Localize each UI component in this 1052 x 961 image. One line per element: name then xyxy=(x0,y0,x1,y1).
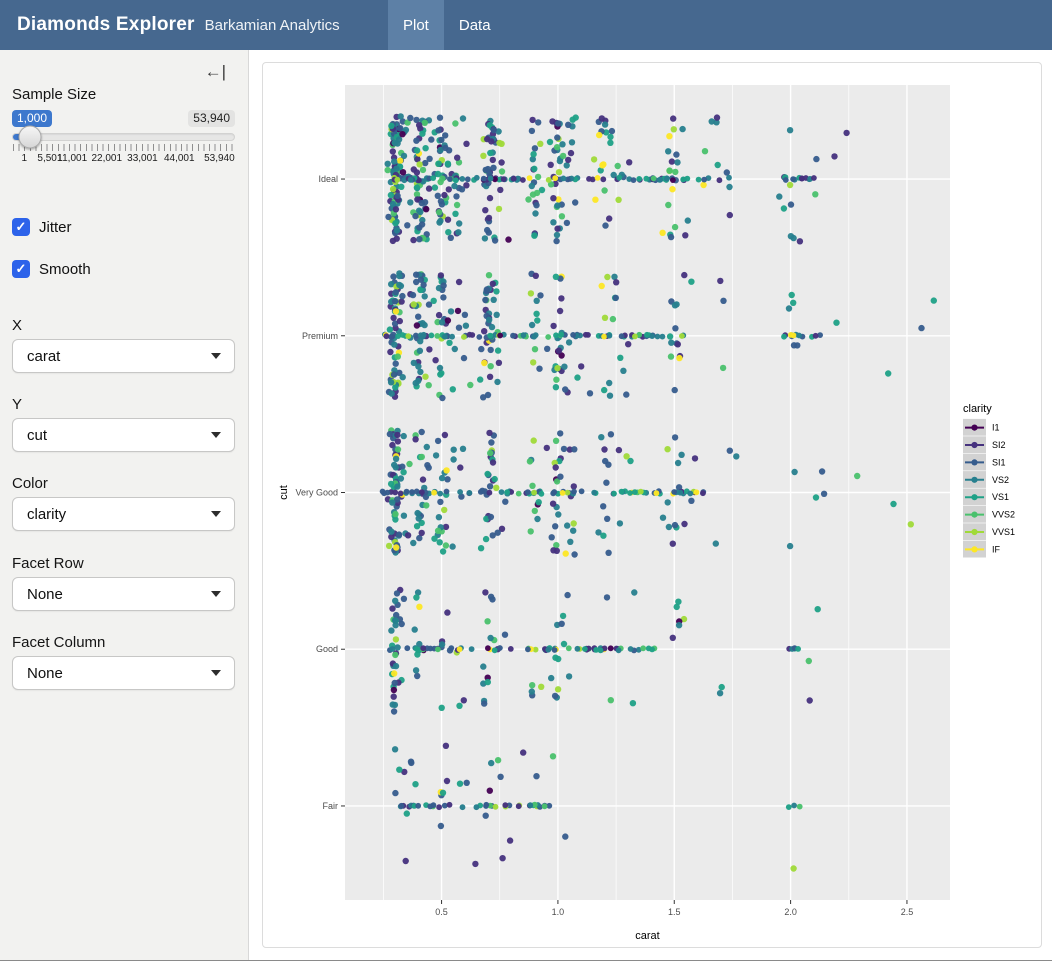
main-content: 0.5 1.0 1.5 2.0 2.5 carat Fair Good Very Good Pre… xyxy=(249,50,1052,960)
legend-key: SI2 xyxy=(963,436,1006,454)
slider-max-badge: 53,940 xyxy=(188,110,235,127)
slider-tick-marks xyxy=(13,144,234,151)
svg-text:VS2: VS2 xyxy=(992,475,1009,485)
x-axis-title: carat xyxy=(635,930,659,942)
brand: Diamonds Explorer Barkamian Analytics xyxy=(0,0,388,50)
smooth-lines xyxy=(379,174,823,811)
app-title: Diamonds Explorer xyxy=(17,14,195,35)
chevron-down-icon xyxy=(211,432,221,438)
legend-key: VS2 xyxy=(963,471,1009,488)
y-variable-field: Y cut xyxy=(12,396,235,452)
svg-text:1.5: 1.5 xyxy=(668,907,681,917)
slider-tick-label: 53,940 xyxy=(204,153,235,164)
color-select[interactable]: clarity xyxy=(12,497,235,531)
slider-track[interactable] xyxy=(12,125,235,149)
tab-data[interactable]: Data xyxy=(458,16,491,34)
jitter-checkbox[interactable]: Jitter xyxy=(12,218,235,236)
slider-tick-label: 44,001 xyxy=(163,153,195,164)
svg-text:1.0: 1.0 xyxy=(552,907,565,917)
svg-text:VS1: VS1 xyxy=(992,492,1009,502)
y-select-label: Y xyxy=(12,396,23,413)
svg-text:Very Good: Very Good xyxy=(295,488,338,498)
slider-handle[interactable] xyxy=(18,125,42,149)
svg-text:VVS1: VVS1 xyxy=(992,527,1015,537)
color-select-label: Color xyxy=(12,475,48,492)
svg-text:Ideal: Ideal xyxy=(318,174,338,184)
svg-text:2.5: 2.5 xyxy=(901,907,914,917)
diamonds-scatter-plot: 0.5 1.0 1.5 2.0 2.5 carat Fair Good Very Good Pre… xyxy=(278,85,1015,942)
slider-badges: 1,000 53,940 xyxy=(12,110,235,127)
jitter-checkbox-label: Jitter xyxy=(39,218,72,236)
svg-text:Premium: Premium xyxy=(302,331,338,341)
color-variable-field: Color clarity xyxy=(12,475,235,531)
sidebar: ←| Sample Size 1,000 53,940 1 5,501 11,0… xyxy=(0,50,249,960)
chevron-down-icon xyxy=(211,511,221,517)
svg-text:Good: Good xyxy=(316,644,338,654)
x-select-label: X xyxy=(12,317,23,334)
facet-column-select[interactable]: None xyxy=(12,656,235,690)
sample-size-slider[interactable]: 1,000 53,940 1 5,501 11,001 22,001 33,00… xyxy=(12,110,235,166)
facet-row-select-value: None xyxy=(27,585,63,603)
y-select[interactable]: cut xyxy=(12,418,235,452)
slider-tick-label: 33,001 xyxy=(127,153,158,164)
facet-row-select[interactable]: None xyxy=(12,577,235,611)
slider-value-badge: 1,000 xyxy=(12,110,53,127)
svg-text:I1: I1 xyxy=(992,423,1000,433)
main-layout: ←| Sample Size 1,000 53,940 1 5,501 11,0… xyxy=(0,50,1052,960)
svg-text:SI1: SI1 xyxy=(992,457,1006,467)
legend-key: SI1 xyxy=(963,453,1006,471)
nav-tabs: Plot Data xyxy=(388,0,506,50)
data-points xyxy=(384,113,937,872)
svg-text:0.5: 0.5 xyxy=(435,907,448,917)
facet-row-select-label: Facet Row xyxy=(12,555,84,572)
chevron-down-icon xyxy=(211,591,221,597)
facet-column-select-value: None xyxy=(27,664,63,682)
facet-column-select-label: Facet Column xyxy=(12,634,106,651)
sidebar-collapse-icon[interactable]: ←| xyxy=(204,62,226,81)
smooth-checkbox[interactable]: Smooth xyxy=(12,260,235,278)
app-subtitle: Barkamian Analytics xyxy=(204,16,340,34)
y-axis-title: cut xyxy=(278,485,290,500)
legend-key: VS1 xyxy=(963,488,1009,506)
y-axis: Fair Good Very Good Premium Ideal cut xyxy=(278,174,345,811)
x-axis: 0.5 1.0 1.5 2.0 2.5 carat xyxy=(435,900,913,942)
chevron-down-icon xyxy=(211,670,221,676)
svg-text:2.0: 2.0 xyxy=(784,907,797,917)
svg-text:IF: IF xyxy=(992,544,1001,554)
slider-tick-label: 1 xyxy=(21,153,28,164)
color-select-value: clarity xyxy=(27,505,67,523)
plot-card: 0.5 1.0 1.5 2.0 2.5 carat Fair Good Very Good Pre… xyxy=(262,62,1042,948)
chevron-down-icon xyxy=(211,353,221,359)
y-select-value: cut xyxy=(27,426,48,444)
facet-row-field: Facet Row None xyxy=(12,555,235,611)
slider-tick-label: 22,001 xyxy=(91,153,123,164)
x-select-value: carat xyxy=(27,347,61,365)
facet-column-field: Facet Column None xyxy=(12,634,235,690)
legend-key: IF xyxy=(963,540,1001,558)
slider-tick-labels: 1 5,501 11,001 22,001 33,001 44,001 53,9… xyxy=(12,153,235,166)
tab-plot[interactable]: Plot xyxy=(388,0,444,50)
checkbox-checked-icon xyxy=(12,260,30,278)
smooth-checkbox-label: Smooth xyxy=(39,260,91,278)
legend-key: VVS1 xyxy=(963,523,1015,541)
slider-tick-label: 5,501 xyxy=(37,153,63,164)
legend-key: VVS2 xyxy=(963,505,1015,523)
legend-title: clarity xyxy=(963,403,992,415)
x-select[interactable]: carat xyxy=(12,339,235,373)
svg-text:SI2: SI2 xyxy=(992,440,1006,450)
slider-tick-label: 11,001 xyxy=(57,153,88,164)
checkbox-checked-icon xyxy=(12,218,30,236)
legend-key: I1 xyxy=(963,418,1000,436)
svg-text:VVS2: VVS2 xyxy=(992,510,1015,520)
x-variable-field: X carat xyxy=(12,317,235,373)
svg-text:Fair: Fair xyxy=(323,801,339,811)
sample-size-label: Sample Size xyxy=(12,86,97,103)
navbar: Diamonds Explorer Barkamian Analytics Pl… xyxy=(0,0,1052,50)
